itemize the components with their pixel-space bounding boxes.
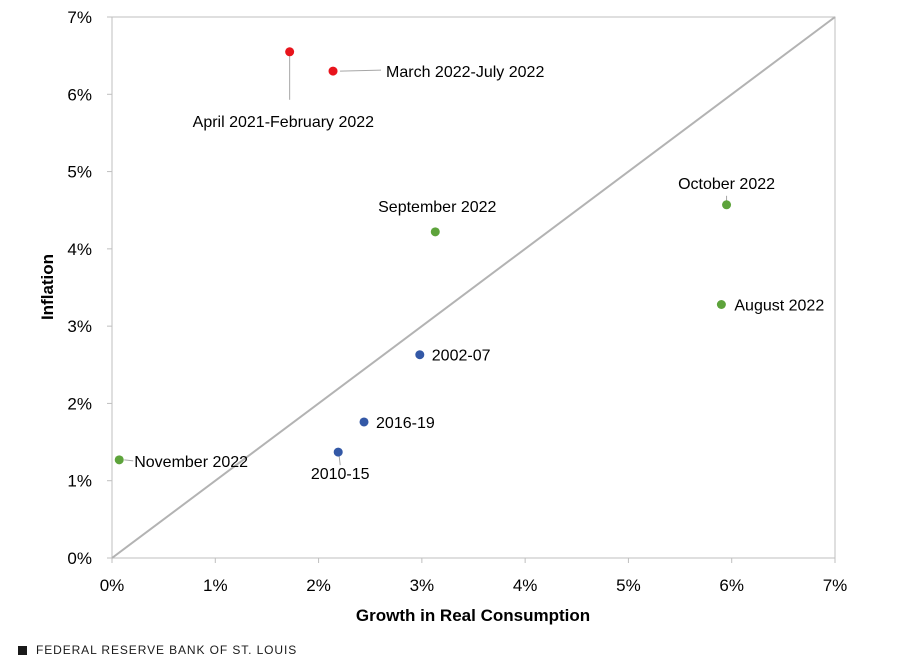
footer-source: FEDERAL RESERVE BANK OF ST. LOUIS (36, 643, 298, 657)
y-tick-label: 3% (67, 317, 92, 336)
data-point-label: April 2021-February 2022 (193, 114, 375, 131)
y-tick-label: 4% (67, 240, 92, 259)
footer: FEDERAL RESERVE BANK OF ST. LOUIS (18, 643, 297, 657)
x-tick-label: 6% (719, 576, 744, 595)
x-tick-label: 5% (616, 576, 641, 595)
y-tick-label: 0% (67, 549, 92, 568)
x-tick-label: 2% (306, 576, 331, 595)
data-point (114, 455, 124, 465)
x-tick-label: 3% (410, 576, 435, 595)
x-axis-title: Growth in Real Consumption (356, 606, 590, 625)
data-point-label: 2010-15 (311, 466, 370, 483)
x-tick-label: 4% (513, 576, 538, 595)
footer-square-icon (18, 645, 27, 655)
data-point (430, 227, 440, 237)
y-tick-label: 2% (67, 394, 92, 413)
data-point-label: September 2022 (378, 199, 496, 216)
y-tick-label: 1% (67, 472, 92, 491)
data-point-label: 2002-07 (432, 348, 491, 365)
leader-line (340, 69, 382, 72)
data-point (333, 447, 343, 457)
data-point-label: October 2022 (678, 176, 775, 193)
y-axis-title: Inflation (38, 254, 57, 320)
data-point-label: August 2022 (734, 298, 824, 315)
data-point-label: November 2022 (134, 454, 248, 471)
reference-line (111, 16, 836, 559)
leader-line (338, 456, 341, 466)
data-point (716, 300, 726, 310)
data-point (415, 350, 425, 360)
data-point (722, 200, 732, 210)
data-point (359, 417, 369, 427)
y-tick-label: 7% (67, 8, 92, 27)
x-tick-label: 0% (100, 576, 125, 595)
x-tick-label: 1% (203, 576, 228, 595)
data-point (328, 66, 338, 76)
data-point-label: March 2022-July 2022 (386, 64, 544, 81)
data-point-label: 2016-19 (376, 415, 435, 432)
scatter-chart: 0% 1% 2% 3% 4% 5% 6% 7% 0% 1% 2% 3% 4% 5% 6% 7% April … (38, 8, 848, 625)
plot-area (111, 16, 836, 559)
data-point (285, 47, 295, 57)
y-tick-label: 6% (67, 85, 92, 104)
leader-line (124, 459, 134, 462)
x-tick-label: 7% (823, 576, 848, 595)
y-tick-label: 5% (67, 163, 92, 182)
